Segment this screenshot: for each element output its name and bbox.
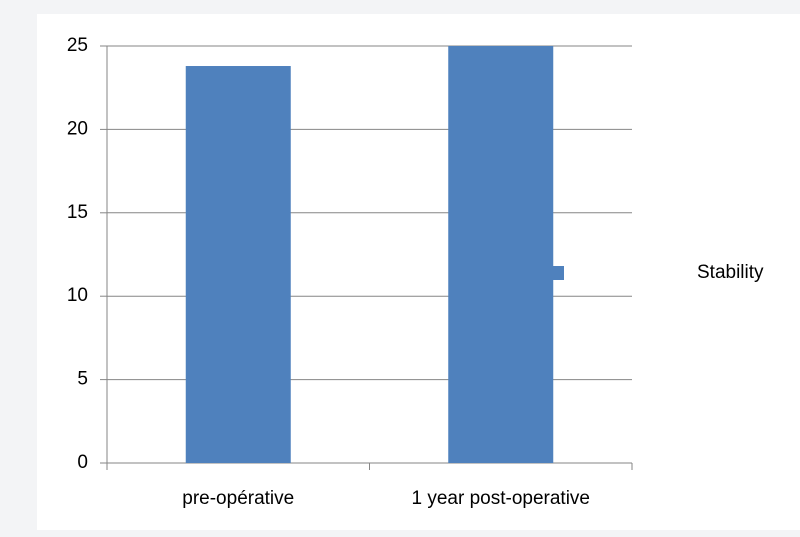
- x-tick-label: pre-opérative: [182, 488, 294, 509]
- y-tick-label: 10: [67, 285, 88, 306]
- bar: [185, 66, 291, 464]
- legend-label: Stability: [697, 262, 764, 283]
- y-tick-label: 15: [67, 202, 88, 223]
- y-tick-label: 20: [67, 118, 88, 139]
- bar: [448, 46, 554, 463]
- chart-area: [37, 14, 800, 530]
- legend-marker: [552, 266, 564, 280]
- y-tick-label: 0: [77, 452, 88, 473]
- x-tick-label: 1 year post-operative: [412, 488, 591, 509]
- y-tick-label: 5: [77, 369, 88, 390]
- y-tick-label: 25: [67, 35, 88, 56]
